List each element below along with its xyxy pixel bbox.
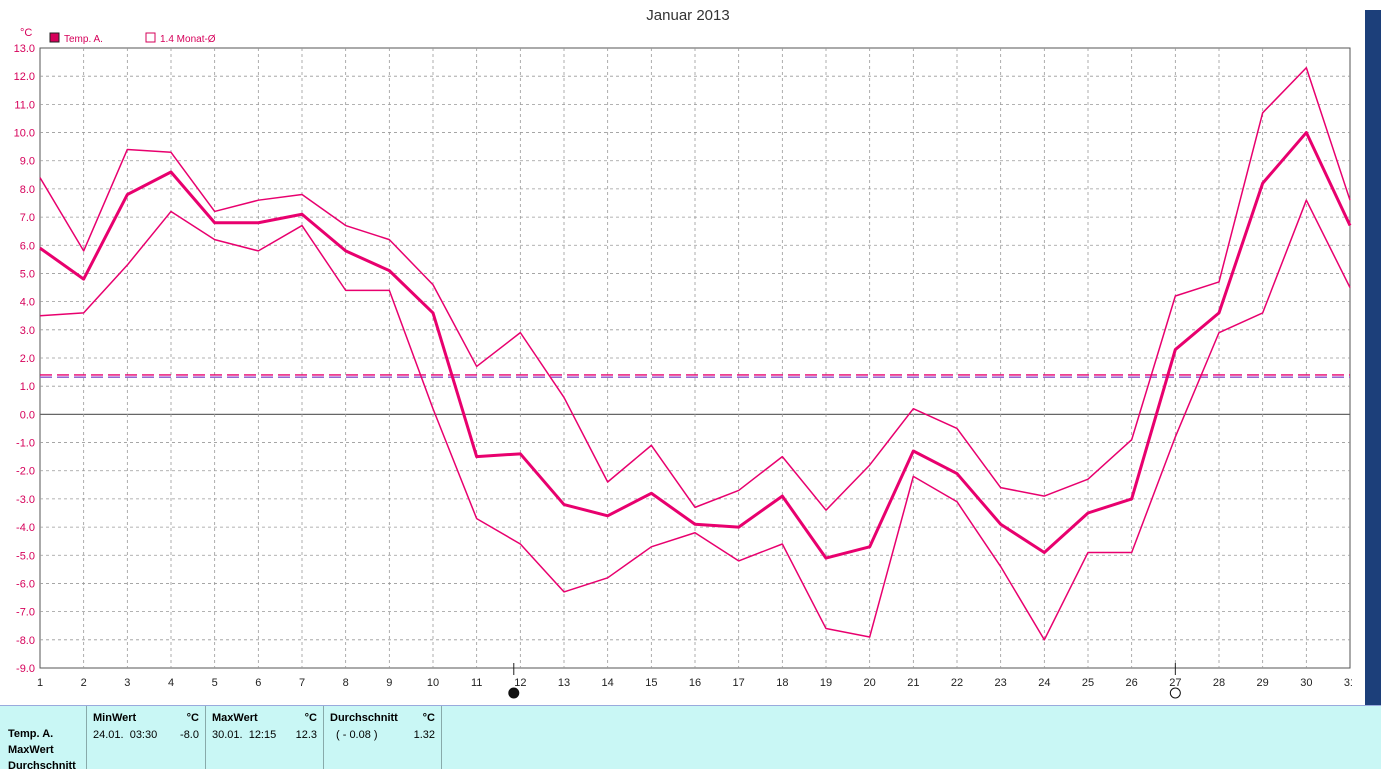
x-tick-label: 29 [1257, 677, 1269, 689]
x-tick-label: 4 [168, 677, 174, 689]
legend-swatch-temp [49, 32, 60, 43]
y-tick-label: 5.0 [20, 268, 35, 280]
x-tick-label: 21 [907, 677, 919, 689]
max-unit: °C [304, 712, 317, 724]
x-tick-label: 9 [386, 677, 392, 689]
x-tick-label: 16 [689, 677, 701, 689]
row-label-max: MaxWert [8, 744, 54, 756]
y-tick-label: 1.0 [20, 381, 35, 393]
y-tick-label: -3.0 [16, 494, 35, 506]
legend-label: 1.4 Monat-Ø [160, 34, 216, 45]
legend-label: Temp. A. [64, 34, 103, 45]
legend: Temp. A. 1.4 Monat-Ø [49, 32, 216, 45]
x-tick-label: 22 [951, 677, 963, 689]
x-tick-label: 25 [1082, 677, 1094, 689]
y-tick-label: -9.0 [16, 663, 35, 675]
x-tick-label: 8 [343, 677, 349, 689]
y-tick-label: 8.0 [20, 184, 35, 196]
reference-lines [40, 374, 1350, 378]
stats-max-cell: MaxWert °C 30.01. 12:15 12.3 [206, 706, 324, 769]
stats-row-labels: Temp. A. MaxWert Durchschnitt [0, 706, 87, 772]
x-tick-label: 12 [514, 677, 526, 689]
row-label-avg: Durchschnitt [8, 760, 76, 772]
window-edge-bar [1365, 10, 1381, 705]
max-header: MaxWert [212, 712, 258, 724]
x-tick-label: 13 [558, 677, 570, 689]
series-line-max [39, 66, 1351, 511]
legend-swatch-avg [145, 32, 156, 43]
x-tick-label: 28 [1213, 677, 1225, 689]
y-tick-label: -5.0 [16, 550, 35, 562]
x-tick-label: 17 [733, 677, 745, 689]
stats-panel: Temp. A. MaxWert Durchschnitt MinWert °C… [0, 705, 1381, 772]
y-tick-label: -4.0 [16, 522, 35, 534]
x-tick-label: 5 [212, 677, 218, 689]
y-tick-label: 3.0 [20, 325, 35, 337]
y-tick-label: -8.0 [16, 635, 35, 647]
avg-extra: ( - 0.08 ) [336, 729, 378, 741]
min-datetime: 24.01. 03:30 [93, 729, 158, 741]
series-line-mean [39, 131, 1352, 560]
x-tick-label: 19 [820, 677, 832, 689]
y-axis-ticks: 13.0 12.0 11.0 10.0 9.0 8.0 7.0 6.0 5.0 4.0 3.0 2.0… [14, 43, 35, 675]
y-tick-label: 7.0 [20, 212, 35, 224]
temperature-chart: Januar 2013 °C Temp. A. 1.4 Monat-Ø 13.01… [14, 7, 1356, 699]
x-tick-label: 10 [427, 677, 439, 689]
y-tick-label: -2.0 [16, 466, 35, 478]
y-tick-label: 4.0 [20, 297, 35, 309]
x-tick-label: 2 [81, 677, 87, 689]
stats-avg-cell: Durchschnitt °C ( - 0.08 ) 1.32 [324, 706, 442, 769]
window-edge [1352, 0, 1381, 705]
y-tick-label: 10.0 [14, 128, 35, 140]
avg-value: 1.32 [413, 729, 435, 741]
series-line-min [39, 199, 1351, 641]
y-tick-label: 2.0 [20, 353, 35, 365]
moon-phases [508, 663, 1181, 699]
x-tick-label: 11 [471, 677, 482, 689]
y-tick-label: 13.0 [14, 43, 35, 55]
row-label-temp: Temp. A. [8, 728, 54, 740]
stats-min-cell: MinWert °C 24.01. 03:30 -8.0 [87, 706, 206, 769]
moon-full-icon [1169, 687, 1181, 699]
y-tick-label: 6.0 [20, 240, 35, 252]
x-tick-label: 23 [995, 677, 1007, 689]
max-value: 12.3 [295, 729, 317, 741]
min-header: MinWert [93, 712, 137, 724]
x-tick-label: 15 [645, 677, 657, 689]
y-tick-label: 12.0 [14, 71, 35, 83]
y-tick-label: 0.0 [20, 409, 35, 421]
x-tick-label: 14 [602, 677, 614, 689]
avg-unit: °C [422, 712, 435, 724]
x-tick-label: 26 [1126, 677, 1138, 689]
max-datetime: 30.01. 12:15 [212, 729, 277, 741]
x-tick-label: 6 [255, 677, 261, 689]
y-tick-label: -6.0 [16, 578, 35, 590]
x-axis-ticks: 1 2 3 4 5 6 7 8 9 10 11 12 13 14 15 16 17 18 19 20 21 22 23 24 2… [37, 677, 1356, 689]
y-tick-label: 9.0 [20, 156, 35, 168]
x-tick-label: 7 [299, 677, 305, 689]
x-tick-label: 27 [1169, 677, 1181, 689]
x-tick-label: 18 [776, 677, 788, 689]
grid [39, 47, 1351, 669]
avg-header: Durchschnitt [330, 712, 398, 724]
x-tick-label: 24 [1038, 677, 1050, 689]
y-tick-label: 11.0 [14, 99, 35, 111]
y-axis-unit: °C [20, 27, 32, 39]
y-tick-label: -7.0 [16, 607, 35, 619]
y-tick-label: -1.0 [16, 438, 35, 450]
min-unit: °C [186, 712, 199, 724]
chart-title: Januar 2013 [646, 7, 729, 24]
min-value: -8.0 [180, 729, 199, 741]
x-tick-label: 30 [1300, 677, 1312, 689]
x-tick-label: 1 [37, 677, 43, 689]
moon-new-icon [508, 687, 520, 699]
x-tick-label: 20 [864, 677, 876, 689]
x-tick-label: 3 [124, 677, 130, 689]
series-lines [39, 66, 1352, 641]
